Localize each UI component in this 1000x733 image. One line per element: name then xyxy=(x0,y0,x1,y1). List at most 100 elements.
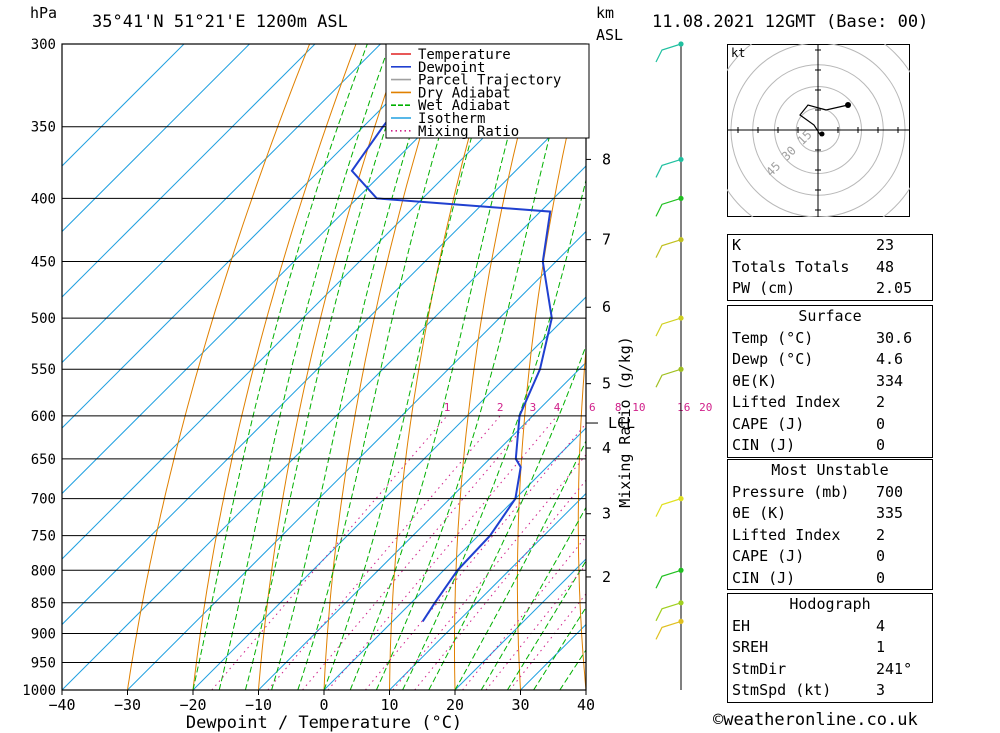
index-label: CIN (J) xyxy=(732,436,796,454)
height-tick-label: 8 xyxy=(602,150,611,168)
indices-table-most-unstable: Most Unstable Pressure (mb) 700 θE (K) 335 Li… xyxy=(727,459,933,590)
surface-row: CAPE (J) 0 xyxy=(728,414,933,436)
x-tick-label: 30 xyxy=(511,696,529,714)
isotherm-line xyxy=(62,44,185,167)
index-value: 23 xyxy=(876,236,895,254)
isotherm-line xyxy=(62,44,316,298)
index-label: Temp (°C) xyxy=(732,328,814,347)
mixing-ratio-line xyxy=(211,415,448,690)
index-label: CIN (J) xyxy=(732,568,796,587)
pressure-tick-label: 350 xyxy=(31,120,56,136)
height-tick-label: 6 xyxy=(602,298,611,316)
dry-adiabat-line xyxy=(516,50,586,690)
height-tick-label: 3 xyxy=(602,505,611,523)
height-tick-label: 4 xyxy=(602,439,611,457)
index-label: CAPE (J) xyxy=(732,414,805,433)
mixing-ratio-value-label: 8 xyxy=(615,401,622,414)
isotherm-line xyxy=(389,492,586,690)
mixing-ratio-value-label: 6 xyxy=(589,401,596,414)
isotherm-line xyxy=(454,558,586,690)
index-value: 335 xyxy=(876,504,904,522)
height-tick-label: 5 xyxy=(602,375,611,393)
legend-entry: Parcel Trajectory xyxy=(418,73,561,89)
x-axis-label: Dewpoint / Temperature (°C) xyxy=(186,713,462,733)
surface-row: CIN (J) 0 xyxy=(728,435,933,457)
pressure-tick-label: 300 xyxy=(31,37,56,53)
parcel-trajectory-profile xyxy=(591,44,635,603)
legend-entry: Dewpoint xyxy=(418,60,485,76)
most-unstable-row: CIN (J) 0 xyxy=(728,568,933,590)
wind-barbs xyxy=(655,41,684,690)
x-tick-label: 0 xyxy=(319,696,328,714)
mixing-ratio-line xyxy=(365,422,586,690)
hodograph-row: EH 4 xyxy=(728,616,933,638)
wet-adiabat-line xyxy=(402,178,586,690)
isotherm-line xyxy=(258,361,586,690)
index-row: K 23 xyxy=(728,235,933,257)
height-tick-label: 7 xyxy=(602,231,611,249)
hodograph-end-marker xyxy=(845,102,851,108)
legend-box xyxy=(385,43,590,139)
index-value: 4 xyxy=(876,616,886,635)
most-unstable-row: Pressure (mb) 700 xyxy=(728,482,933,504)
index-value: 0 xyxy=(876,414,886,433)
hodograph-row: SREH 1 xyxy=(728,637,933,659)
valid-datetime: 11.08.2021 12GMT (Base: 00) xyxy=(652,12,929,32)
isotherm-line xyxy=(62,44,381,364)
dry-adiabat-line xyxy=(695,44,721,690)
index-label: StmDir xyxy=(732,659,787,678)
surface-row: Lifted Index 2 xyxy=(728,392,933,414)
index-value: 700 xyxy=(876,482,904,501)
wet-adiabat-line xyxy=(480,506,586,690)
surface-section-title: Surface xyxy=(727,305,933,328)
most-unstable-row: θE (K) 335 xyxy=(728,503,933,525)
isotherm-line xyxy=(323,427,586,690)
pressure-tick-label: 550 xyxy=(31,362,56,378)
wet-adiabat-line xyxy=(506,559,586,690)
legend-entry: Wet Adiabat xyxy=(418,98,511,114)
index-value: 2 xyxy=(876,393,886,411)
index-value: 48 xyxy=(876,257,895,276)
pressure-tick-label: 800 xyxy=(31,563,56,579)
index-label: K xyxy=(732,236,742,254)
height-tick-label: 2 xyxy=(602,568,611,586)
indices-table-top: K 23 Totals Totals 48 PW (cm) 2.05 xyxy=(727,234,933,301)
index-row: PW (cm) 2.05 xyxy=(728,278,933,300)
wet-adiabat-line xyxy=(192,44,368,690)
index-label: θE(K) xyxy=(732,371,778,390)
index-value: 30.6 xyxy=(876,328,913,347)
index-row: Totals Totals 48 xyxy=(728,257,933,279)
isotherm-line xyxy=(62,44,250,233)
indices-table-hodograph: Hodograph EH 4 SREH 1 StmDir 241° StmSpd (kt) 3 xyxy=(727,593,933,703)
wind-barb xyxy=(655,317,682,337)
most-unstable-row: Lifted Index 2 xyxy=(728,525,933,547)
wind-barb xyxy=(655,368,682,388)
isotherm-line xyxy=(62,44,512,495)
wet-adiabat-line xyxy=(375,44,574,690)
wind-barb xyxy=(655,239,682,258)
indices-table-surface: Surface Temp (°C) 30.6 Dewp (°C) 4.6 θE(K) 334… xyxy=(727,305,933,458)
pressure-tick-label: 900 xyxy=(31,626,56,642)
wind-barb xyxy=(655,158,682,178)
storm-motion-marker xyxy=(819,131,825,137)
hodograph-row: StmSpd (kt) 3 xyxy=(728,680,933,702)
isotherm-line xyxy=(585,689,586,690)
index-label: Lifted Index xyxy=(732,393,841,411)
pressure-tick-label: 950 xyxy=(31,655,56,671)
index-value: 3 xyxy=(876,681,886,699)
mixing-ratio-value-label: 10 xyxy=(632,401,645,414)
index-value: 0 xyxy=(876,436,886,454)
index-label: PW (cm) xyxy=(732,279,796,297)
wet-adiabat-line xyxy=(244,44,415,690)
pressure-tick-label: 700 xyxy=(31,492,56,508)
pressure-tick-label: 1000 xyxy=(22,683,56,699)
mixing-ratio-line xyxy=(267,415,501,690)
hpa-unit-label: hPa xyxy=(30,4,58,22)
km-unit-label: km xyxy=(596,4,615,22)
mixing-ratio-axis-label: Mixing Ratio (g/kg) xyxy=(616,336,634,508)
mixing-ratio-value-label: 1 xyxy=(444,401,451,414)
index-value: 1 xyxy=(876,638,886,656)
isotherm-line xyxy=(62,165,586,690)
